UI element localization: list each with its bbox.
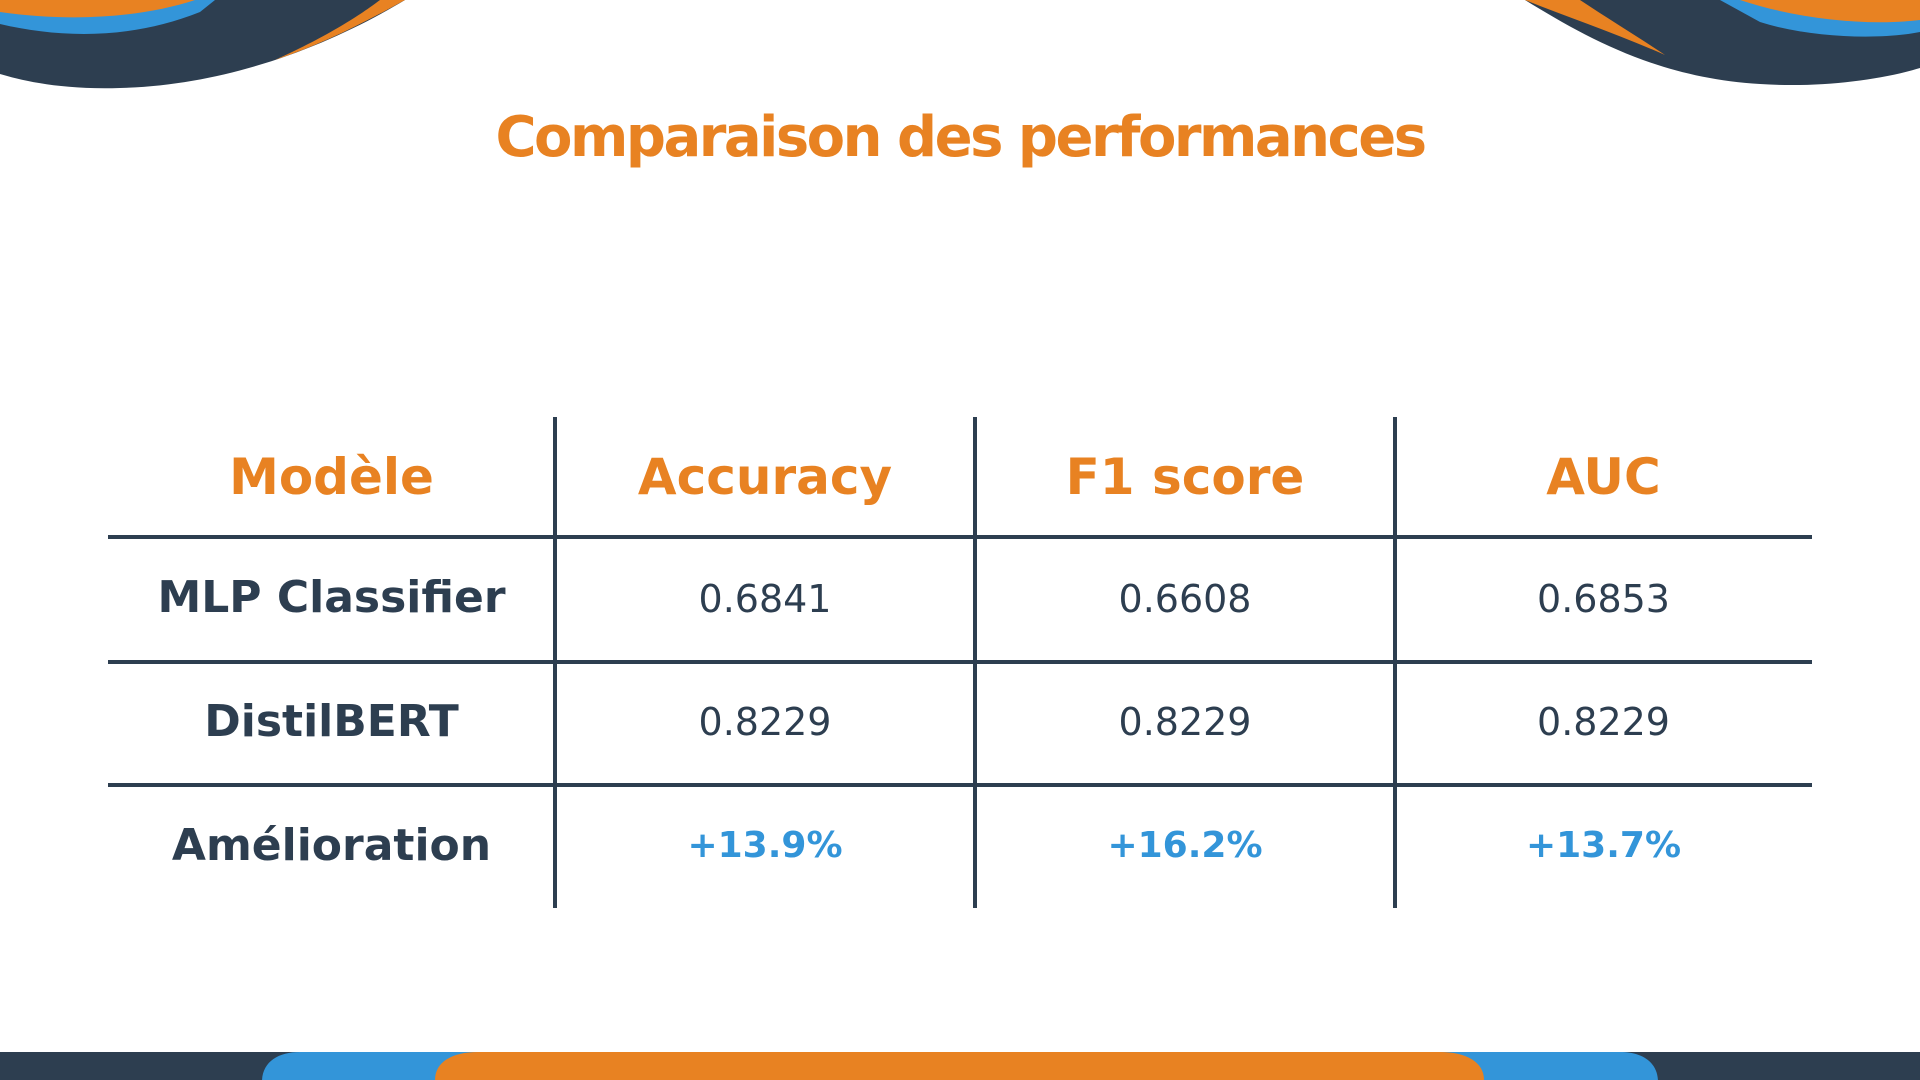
- auc-value: 0.8229: [1537, 700, 1670, 744]
- bottom-band-decoration: [0, 1052, 1920, 1080]
- table-grid: [108, 417, 1812, 908]
- header-auc: AUC: [1546, 448, 1661, 506]
- auc-improvement: +13.7%: [1525, 825, 1682, 866]
- model-name: DistilBERT: [204, 696, 459, 747]
- model-name: Amélioration: [171, 820, 492, 871]
- top-left-wave-decoration: [0, 0, 405, 89]
- top-right-wave-decoration: [1525, 0, 1920, 86]
- model-name: MLP Classifier: [157, 572, 506, 623]
- slide-title: Comparaison des performances: [495, 105, 1427, 170]
- header-accuracy: Accuracy: [637, 448, 893, 506]
- accuracy-value: 0.6841: [698, 577, 832, 621]
- auc-value: 0.6853: [1537, 577, 1670, 621]
- accuracy-improvement: +13.9%: [687, 825, 843, 866]
- f1-score-value: 0.8229: [1118, 700, 1252, 744]
- f1-score-improvement: +16.2%: [1107, 825, 1263, 866]
- f1-score-value: 0.6608: [1118, 577, 1252, 621]
- header-model: Modèle: [229, 448, 434, 506]
- header-f1-score: F1 score: [1065, 448, 1305, 506]
- accuracy-value: 0.8229: [698, 700, 832, 744]
